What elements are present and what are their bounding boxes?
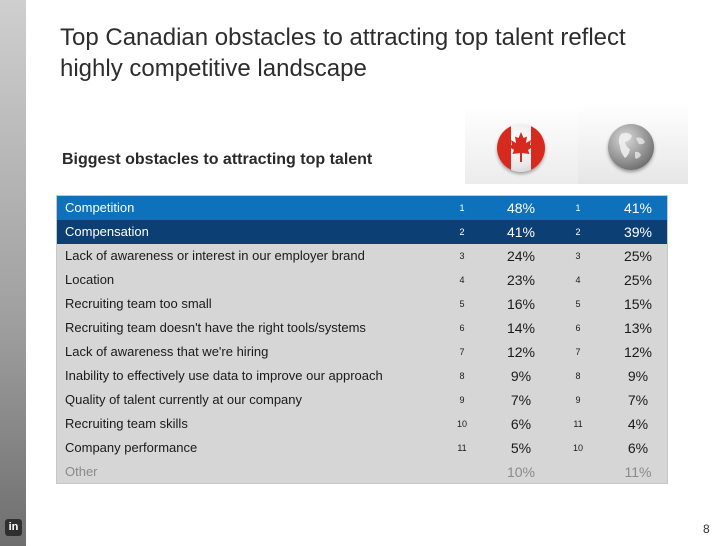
- canada-percent: 48%: [506, 200, 536, 216]
- table-row: Lack of awareness or interest in our emp…: [57, 244, 667, 268]
- global-percent: 13%: [623, 320, 653, 336]
- canada-percent: 12%: [506, 344, 536, 360]
- canada-percent: 6%: [510, 416, 532, 432]
- slide-title-line-2: highly competitive landscape: [60, 55, 367, 82]
- global-percent: 9%: [627, 368, 649, 384]
- row-label: Recruiting team doesn't have the right t…: [65, 320, 366, 335]
- global-percent: 39%: [623, 224, 653, 240]
- row-label: Location: [65, 272, 115, 287]
- row-label: Competition: [65, 200, 135, 215]
- side-bar: [0, 0, 26, 546]
- flag-band-left: [497, 124, 511, 172]
- table-row: Recruiting team too small 5 16% 5 15%: [57, 292, 667, 316]
- canada-percent: 10%: [506, 464, 536, 480]
- global-rank: 7: [575, 347, 581, 357]
- canada-rank: 3: [459, 251, 465, 261]
- page-number: 8: [703, 522, 710, 536]
- globe-continents: [618, 132, 645, 159]
- global-percent: 25%: [623, 248, 653, 264]
- global-rank: 8: [575, 371, 581, 381]
- table-row: Recruiting team doesn't have the right t…: [57, 316, 667, 340]
- row-label: Quality of talent currently at our compa…: [65, 392, 303, 407]
- canada-rank: 11: [457, 443, 467, 453]
- global-rank: 11: [573, 419, 583, 429]
- table-row: Location 4 23% 4 25%: [57, 268, 667, 292]
- global-percent: 12%: [623, 344, 653, 360]
- global-rank: 5: [575, 299, 581, 309]
- canada-percent: 9%: [510, 368, 532, 384]
- table-row: Lack of awareness that we're hiring 7 12% 7…: [57, 340, 667, 364]
- global-rank: 6: [575, 323, 581, 333]
- canada-rank: 9: [459, 395, 465, 405]
- global-rank: 3: [575, 251, 581, 261]
- table-subtitle: Biggest obstacles to attracting top tale…: [62, 151, 373, 168]
- canada-rank: 7: [459, 347, 465, 357]
- maple-leaf-icon: [508, 132, 534, 162]
- canada-percent: 24%: [506, 248, 536, 264]
- table-row: Other 10% 11%: [57, 460, 667, 484]
- global-percent: 4%: [627, 416, 649, 432]
- slide-title-line-1: Top Canadian obstacles to attracting top…: [60, 24, 626, 51]
- flag-band-right: [531, 124, 545, 172]
- row-label: Inability to effectively use data to imp…: [65, 368, 383, 383]
- canada-rank: 10: [456, 419, 467, 429]
- canada-flag-icon: [497, 124, 545, 172]
- row-label: Compensation: [65, 224, 149, 239]
- canada-rank: 1: [459, 203, 465, 213]
- canada-percent: 16%: [506, 296, 536, 312]
- table-row: Company performance 11 5% 10 6%: [57, 436, 667, 460]
- canada-rank: 8: [459, 371, 465, 381]
- table-row: Quality of talent currently at our compa…: [57, 388, 667, 412]
- row-label: Lack of awareness or interest in our emp…: [65, 248, 365, 263]
- obstacles-table: Competition 1 48% 1 41% Compensation 2 41% 2 39% L…: [56, 195, 668, 484]
- global-percent: 6%: [627, 440, 649, 456]
- canada-rank: 5: [459, 299, 465, 309]
- global-percent: 15%: [623, 296, 653, 312]
- table-row: Compensation 2 41% 2 39%: [57, 220, 667, 244]
- slide-title: Top Canadian obstacles to attracting top…: [60, 22, 700, 84]
- row-label: Company performance: [65, 440, 198, 455]
- canada-rank: 4: [459, 275, 465, 285]
- table-row: Inability to effectively use data to imp…: [57, 364, 667, 388]
- global-percent: 7%: [627, 392, 649, 408]
- global-percent: 41%: [623, 200, 653, 216]
- canada-rank: 6: [459, 323, 465, 333]
- globe-icon: [608, 124, 654, 170]
- canada-percent: 7%: [510, 392, 532, 408]
- global-rank: 4: [575, 275, 581, 285]
- table-row: Competition 1 48% 1 41%: [57, 196, 667, 220]
- row-label: Recruiting team skills: [65, 416, 188, 431]
- global-percent: 11%: [624, 464, 652, 480]
- global-rank: 9: [575, 395, 581, 405]
- linkedin-icon: in: [5, 519, 22, 536]
- canada-percent: 23%: [506, 272, 536, 288]
- global-percent: 25%: [623, 272, 653, 288]
- global-rank: 1: [575, 203, 581, 213]
- row-label: Lack of awareness that we're hiring: [65, 344, 269, 359]
- global-rank: 2: [575, 227, 581, 237]
- canada-percent: 14%: [506, 320, 536, 336]
- canada-percent: 5%: [510, 440, 532, 456]
- row-label: Other: [65, 464, 98, 479]
- table-row: Recruiting team skills 10 6% 11 4%: [57, 412, 667, 436]
- row-label: Recruiting team too small: [65, 296, 212, 311]
- canada-rank: 2: [459, 227, 465, 237]
- canada-percent: 41%: [506, 224, 536, 240]
- global-rank: 10: [572, 443, 583, 453]
